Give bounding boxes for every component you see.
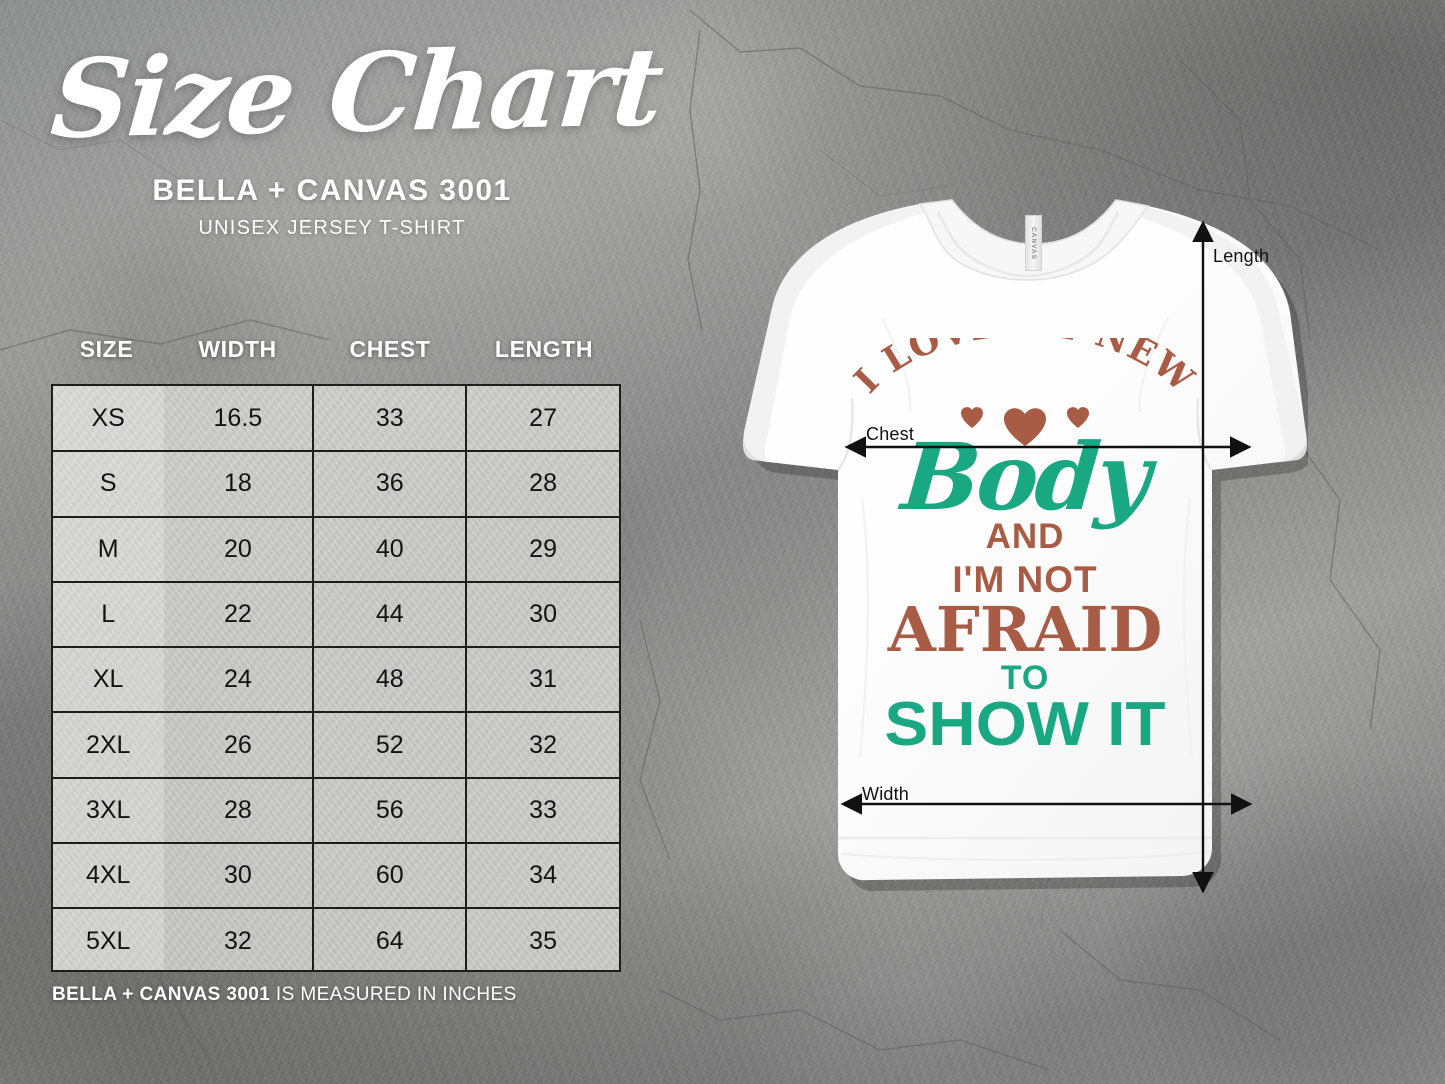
table-row: XS 16.5 33 27 xyxy=(53,386,619,453)
table-cell-length: 31 xyxy=(466,647,619,714)
table-cell-chest: 56 xyxy=(313,777,468,845)
column-header-length: LENGTH xyxy=(494,336,594,362)
table-cell-length: 33 xyxy=(466,777,619,845)
tshirt-mockup: CANVAS I LOVE MY NEW xyxy=(742,198,1308,904)
product-subtitle: UNISEX JERSEY T-SHIRT xyxy=(198,217,466,239)
table-row: S 18 36 28 xyxy=(53,451,619,518)
table-row: XL 24 48 31 xyxy=(53,647,619,714)
width-label: Width xyxy=(862,784,910,804)
footnote-rest: IS MEASURED IN INCHES xyxy=(270,984,517,1005)
tshirt-print-design: I LOVE MY NEW Body AND I'M NOT AFRAID TO… xyxy=(845,338,1205,756)
design-word-afraid: AFRAID xyxy=(887,593,1163,667)
table-cell-size: L xyxy=(53,581,164,649)
svg-text:I LOVE MY NEW: I LOVE MY NEW xyxy=(846,338,1202,401)
table-cell-size: 5XL xyxy=(85,927,131,956)
page-title: Size Chart xyxy=(46,24,667,163)
neck-tag-text: CANVAS xyxy=(1030,226,1037,260)
measurement-units-note: BELLA + CANVAS 3001 IS MEASURED IN INCHE… xyxy=(52,984,517,1006)
table-cell-length: 28 xyxy=(466,451,619,518)
table-cell-size: M xyxy=(53,516,164,583)
size-table: XS 16.5 33 27 S 18 36 28 M 20 40 29 L 22 44 30 XL 24 48 31 2… xyxy=(51,384,621,972)
table-cell-chest: 40 xyxy=(313,516,468,583)
length-label: Length xyxy=(1213,246,1270,266)
table-cell-chest: 48 xyxy=(313,647,468,714)
design-word-im-not: I'M NOT xyxy=(952,559,1098,601)
design-word-show-it: SHOW IT xyxy=(884,690,1166,760)
table-cell-width: 24 xyxy=(163,647,315,714)
table-cell-width: 22 xyxy=(163,581,315,649)
column-header-size: SIZE xyxy=(79,336,134,362)
table-cell-length: 32 xyxy=(466,712,619,779)
tshirt-shape-icon xyxy=(742,199,1308,892)
table-row: 3XL 28 56 33 xyxy=(53,777,619,845)
title-block: Size Chart BELLA + CANVAS 3001 UNISEX JE… xyxy=(47,24,712,240)
table-cell-width: 32 xyxy=(163,908,315,970)
size-measurements-table: XS 16.5 33 27 S 18 36 28 M 20 40 29 L 22 44 30 XL 24 48 31 2… xyxy=(53,386,619,970)
design-word-body: Body xyxy=(897,423,1153,531)
table-cell-size: 3XL xyxy=(53,777,164,845)
table-row: 5XL 32 64 35 xyxy=(53,908,619,970)
table-cell-chest: 33 xyxy=(313,386,468,453)
design-word-to: TO xyxy=(1000,659,1050,698)
chest-label: Chest xyxy=(866,424,915,444)
table-cell-chest: 36 xyxy=(313,451,468,518)
table-row: 2XL 26 52 32 xyxy=(53,712,619,779)
table-cell-width: 30 xyxy=(163,843,315,910)
table-row: M 20 40 29 xyxy=(53,516,619,583)
neck-label-tag: CANVAS xyxy=(1025,215,1042,271)
arc-text-wrapper: I LOVE MY NEW xyxy=(845,338,1205,424)
table-cell-size: 4XL xyxy=(53,843,164,910)
table-cell-chest: 60 xyxy=(313,843,468,910)
table-cell-size: 2XL xyxy=(53,712,164,779)
table-cell-chest: 64 xyxy=(313,908,468,970)
table-cell-length: 30 xyxy=(466,581,619,649)
table-cell-length: 34 xyxy=(466,843,619,910)
column-header-chest: CHEST xyxy=(349,336,431,362)
table-cell-chest: 52 xyxy=(313,712,468,779)
table-cell-width: 18 xyxy=(163,451,315,518)
table-cell-length: 29 xyxy=(466,516,619,583)
table-row: L 22 44 30 xyxy=(53,581,619,649)
arc-text-i-love-my-new-icon: I LOVE MY NEW xyxy=(846,338,1202,401)
table-row: 4XL 30 60 34 xyxy=(53,843,619,910)
table-cell-size: S xyxy=(53,451,164,518)
table-cell-size: XL xyxy=(53,647,164,714)
table-cell-size: XS xyxy=(53,386,164,453)
table-cell-length: 35 xyxy=(529,927,557,956)
table-cell-chest: 44 xyxy=(313,581,468,649)
table-cell-length: 27 xyxy=(466,386,619,453)
column-header-width: WIDTH xyxy=(198,336,277,362)
table-cell-width: 28 xyxy=(163,777,315,845)
table-cell-width: 16.5 xyxy=(163,386,315,453)
table-cell-width: 20 xyxy=(163,516,315,583)
table-column-headers: SIZE WIDTH CHEST LENGTH xyxy=(51,336,621,363)
brand-name: BELLA + CANVAS 3001 xyxy=(152,174,512,207)
table-cell-width: 26 xyxy=(163,712,315,779)
footnote-brand: BELLA + CANVAS 3001 xyxy=(52,984,271,1005)
design-word-and: AND xyxy=(985,517,1065,557)
